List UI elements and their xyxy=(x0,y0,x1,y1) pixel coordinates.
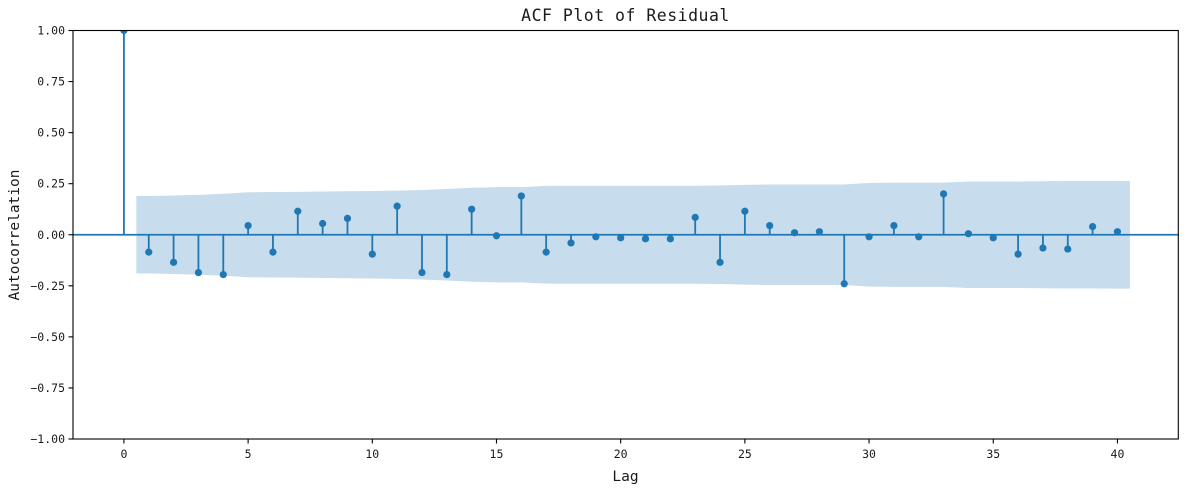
y-axis-label: Autocorrelation xyxy=(7,170,23,301)
y-tick-label: 0.50 xyxy=(37,126,65,140)
x-tick-label: 25 xyxy=(738,447,752,461)
y-tick-label: 0.00 xyxy=(37,228,65,242)
x-tick-label: 20 xyxy=(614,447,628,461)
y-tick-label: −0.75 xyxy=(30,381,65,395)
y-axis-ticks: 1.00 0.75 0.50 0.25 0.00 −0.25 −0.50 −0.75 −1.00 xyxy=(30,24,73,446)
x-tick-label: 15 xyxy=(490,447,504,461)
y-tick-label: 0.25 xyxy=(37,177,65,191)
x-tick-label: 30 xyxy=(862,447,876,461)
x-tick-label: 35 xyxy=(986,447,1000,461)
y-tick-label: −0.25 xyxy=(30,279,65,293)
y-tick-label: −0.50 xyxy=(30,330,65,344)
x-tick-label: 10 xyxy=(365,447,379,461)
x-axis-ticks: 0 5 10 15 20 25 30 35 40 xyxy=(120,439,1124,461)
y-tick-label: 1.00 xyxy=(37,24,65,38)
x-axis-label: Lag xyxy=(612,469,638,485)
y-tick-label: 0.75 xyxy=(37,75,65,89)
x-tick-label: 5 xyxy=(245,447,252,461)
x-tick-label: 0 xyxy=(120,447,127,461)
stem-series xyxy=(120,30,1122,288)
chart-title: ACF Plot of Residual xyxy=(521,6,730,25)
y-tick-label: −1.00 xyxy=(30,432,65,446)
x-tick-label: 40 xyxy=(1111,447,1125,461)
